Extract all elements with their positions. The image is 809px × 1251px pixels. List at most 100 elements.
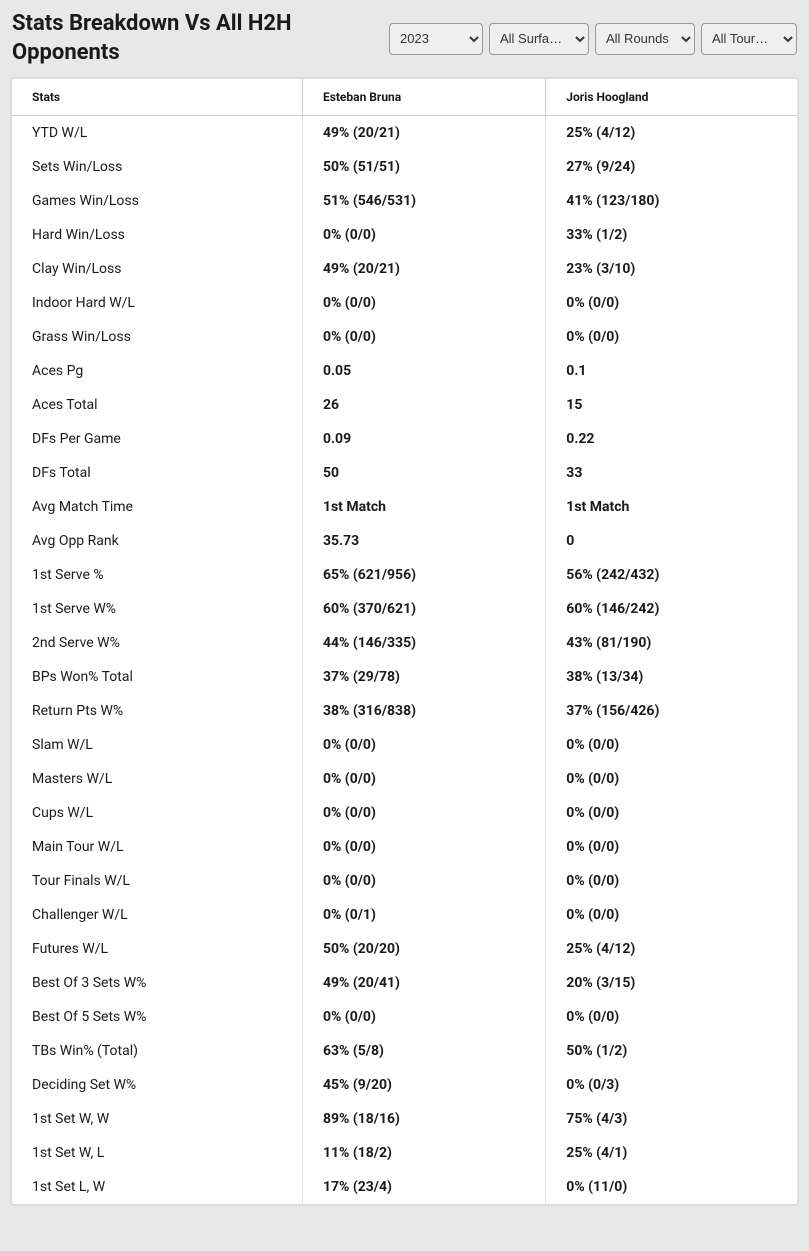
stat-label: BPs Won% Total xyxy=(12,660,302,694)
stat-label: Slam W/L xyxy=(12,728,302,762)
stat-player1-value: 17% (23/4) xyxy=(302,1170,545,1204)
stat-player2-value: 60% (146/242) xyxy=(546,592,797,626)
stat-player1-value: 0% (0/0) xyxy=(302,796,545,830)
stat-label: Indoor Hard W/L xyxy=(12,286,302,320)
stat-player1-value: 26 xyxy=(302,388,545,422)
table-row: DFs Total5033 xyxy=(12,456,797,490)
table-row: Aces Pg0.050.1 xyxy=(12,354,797,388)
stat-player2-value: 20% (3/15) xyxy=(546,966,797,1000)
table-row: Deciding Set W%45% (9/20)0% (0/3) xyxy=(12,1068,797,1102)
stat-player1-value: 60% (370/621) xyxy=(302,592,545,626)
stat-player1-value: 49% (20/41) xyxy=(302,966,545,1000)
stat-label: Avg Opp Rank xyxy=(12,524,302,558)
table-row: Main Tour W/L0% (0/0)0% (0/0) xyxy=(12,830,797,864)
table-row: Hard Win/Loss0% (0/0)33% (1/2) xyxy=(12,218,797,252)
stat-label: 1st Serve % xyxy=(12,558,302,592)
stat-player1-value: 50% (51/51) xyxy=(302,150,545,184)
table-row: Avg Match Time1st Match1st Match xyxy=(12,490,797,524)
stat-player2-value: 56% (242/432) xyxy=(546,558,797,592)
table-row: TBs Win% (Total)63% (5/8)50% (1/2) xyxy=(12,1034,797,1068)
table-row: BPs Won% Total37% (29/78)38% (13/34) xyxy=(12,660,797,694)
stat-label: Grass Win/Loss xyxy=(12,320,302,354)
stat-player2-value: 0% (0/0) xyxy=(546,762,797,796)
table-row: 1st Set W, L11% (18/2)25% (4/1) xyxy=(12,1136,797,1170)
stat-player2-value: 0% (0/0) xyxy=(546,864,797,898)
table-row: Best Of 3 Sets W%49% (20/41)20% (3/15) xyxy=(12,966,797,1000)
stats-table: Stats Esteban Bruna Joris Hoogland YTD W… xyxy=(12,79,797,1204)
stat-player2-value: 25% (4/12) xyxy=(546,932,797,966)
stat-label: YTD W/L xyxy=(12,116,302,151)
stat-player2-value: 0 xyxy=(546,524,797,558)
stat-label: DFs Per Game xyxy=(12,422,302,456)
stat-player2-value: 0% (0/0) xyxy=(546,286,797,320)
table-header-row: Stats Esteban Bruna Joris Hoogland xyxy=(12,79,797,116)
stat-player2-value: 23% (3/10) xyxy=(546,252,797,286)
stat-player2-value: 27% (9/24) xyxy=(546,150,797,184)
stat-player2-value: 0.1 xyxy=(546,354,797,388)
stat-player1-value: 89% (18/16) xyxy=(302,1102,545,1136)
stat-player2-value: 33 xyxy=(546,456,797,490)
stat-player1-value: 0% (0/0) xyxy=(302,830,545,864)
page-title: Stats Breakdown Vs All H2H Opponents xyxy=(12,10,382,67)
stat-player1-value: 11% (18/2) xyxy=(302,1136,545,1170)
table-row: Indoor Hard W/L0% (0/0)0% (0/0) xyxy=(12,286,797,320)
table-row: Challenger W/L0% (0/1)0% (0/0) xyxy=(12,898,797,932)
stat-player2-value: 15 xyxy=(546,388,797,422)
stat-player1-value: 0% (0/0) xyxy=(302,762,545,796)
stat-label: Sets Win/Loss xyxy=(12,150,302,184)
stat-player1-value: 0.09 xyxy=(302,422,545,456)
stat-player1-value: 65% (621/956) xyxy=(302,558,545,592)
stat-player2-value: 0.22 xyxy=(546,422,797,456)
stat-player1-value: 0% (0/0) xyxy=(302,320,545,354)
stat-player2-value: 0% (0/0) xyxy=(546,898,797,932)
stat-label: 1st Set W, W xyxy=(12,1102,302,1136)
stat-player1-value: 1st Match xyxy=(302,490,545,524)
table-row: Aces Total2615 xyxy=(12,388,797,422)
stat-player1-value: 35.73 xyxy=(302,524,545,558)
stat-player2-value: 1st Match xyxy=(546,490,797,524)
stat-player1-value: 0% (0/0) xyxy=(302,1000,545,1034)
stat-player2-value: 75% (4/3) xyxy=(546,1102,797,1136)
stat-label: 1st Set W, L xyxy=(12,1136,302,1170)
stat-label: Return Pts W% xyxy=(12,694,302,728)
table-row: YTD W/L49% (20/21)25% (4/12) xyxy=(12,116,797,151)
stat-player1-value: 0% (0/0) xyxy=(302,728,545,762)
stat-label: Deciding Set W% xyxy=(12,1068,302,1102)
col-header-player1: Esteban Bruna xyxy=(302,79,545,116)
table-row: 1st Set L, W17% (23/4)0% (11/0) xyxy=(12,1170,797,1204)
table-row: Cups W/L0% (0/0)0% (0/0) xyxy=(12,796,797,830)
table-row: DFs Per Game0.090.22 xyxy=(12,422,797,456)
year-select[interactable]: 2023 xyxy=(389,23,483,55)
table-body: YTD W/L49% (20/21)25% (4/12)Sets Win/Los… xyxy=(12,116,797,1205)
table-row: 1st Set W, W89% (18/16)75% (4/3) xyxy=(12,1102,797,1136)
stat-label: Aces Pg xyxy=(12,354,302,388)
table-row: Avg Opp Rank35.730 xyxy=(12,524,797,558)
surface-select[interactable]: All Surfa… xyxy=(489,23,589,55)
stat-label: Aces Total xyxy=(12,388,302,422)
stat-label: Clay Win/Loss xyxy=(12,252,302,286)
stat-player1-value: 37% (29/78) xyxy=(302,660,545,694)
stat-player1-value: 0.05 xyxy=(302,354,545,388)
rounds-select[interactable]: All Rounds xyxy=(595,23,695,55)
stat-player1-value: 49% (20/21) xyxy=(302,116,545,151)
table-row: Tour Finals W/L0% (0/0)0% (0/0) xyxy=(12,864,797,898)
filter-bar: 2023 All Surfa… All Rounds All Tour… xyxy=(389,23,797,55)
stat-player2-value: 50% (1/2) xyxy=(546,1034,797,1068)
stat-player1-value: 0% (0/0) xyxy=(302,218,545,252)
stat-player2-value: 0% (0/0) xyxy=(546,320,797,354)
stat-player1-value: 0% (0/1) xyxy=(302,898,545,932)
stat-label: Best Of 5 Sets W% xyxy=(12,1000,302,1034)
stat-player2-value: 37% (156/426) xyxy=(546,694,797,728)
table-row: Return Pts W%38% (316/838)37% (156/426) xyxy=(12,694,797,728)
stat-player2-value: 38% (13/34) xyxy=(546,660,797,694)
tournaments-select[interactable]: All Tour… xyxy=(701,23,797,55)
stat-player1-value: 0% (0/0) xyxy=(302,286,545,320)
stat-player1-value: 49% (20/21) xyxy=(302,252,545,286)
stat-player2-value: 0% (11/0) xyxy=(546,1170,797,1204)
col-header-player2: Joris Hoogland xyxy=(546,79,797,116)
stat-player1-value: 44% (146/335) xyxy=(302,626,545,660)
table-row: Best Of 5 Sets W%0% (0/0)0% (0/0) xyxy=(12,1000,797,1034)
table-row: Futures W/L50% (20/20)25% (4/12) xyxy=(12,932,797,966)
stat-label: Futures W/L xyxy=(12,932,302,966)
stat-player1-value: 51% (546/531) xyxy=(302,184,545,218)
